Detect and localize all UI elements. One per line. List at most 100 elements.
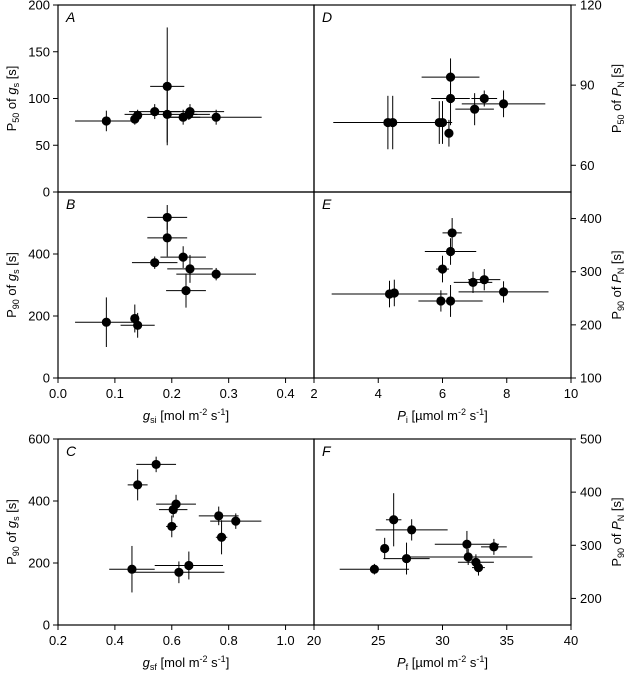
panel-B-marker [178, 252, 188, 262]
panel-E-ytick-label: 400 [580, 211, 602, 226]
panel-B-marker [181, 285, 191, 296]
panel-A-marker [133, 110, 143, 120]
panel-F-point [383, 542, 430, 575]
panel-A: A 0 50 100 150 200 P50 of gs [s] [4, 0, 315, 200]
panel-E-xtick-label: 8 [503, 386, 510, 401]
panel-E-marker [389, 288, 399, 298]
panel-D-point [431, 71, 470, 126]
panel-E-point [389, 279, 399, 307]
panel-B-xlabel: gsi [mol m-2 s-1] [143, 407, 229, 425]
panel-F-point [434, 530, 500, 558]
panel-F-marker [463, 552, 473, 562]
panel-C-marker [184, 560, 194, 571]
panel-C-marker [214, 511, 224, 521]
panel-E-point [331, 280, 448, 308]
panel-E-point [468, 269, 501, 291]
panel-C-point [133, 561, 225, 584]
panel-C-point [215, 520, 228, 555]
panel-D-ylabel: P50 of PN [s] [609, 64, 626, 133]
panel-B-point [131, 256, 178, 269]
panel-B-marker [162, 212, 172, 223]
panel-E-point [458, 281, 549, 303]
panel-F-xtick-label: 40 [564, 633, 578, 648]
panel-B-xtick-label: 0.0 [49, 386, 67, 401]
panel-C-xtick-label: 1.0 [277, 633, 295, 648]
panel-B-marker [211, 269, 221, 279]
panel-D-point [444, 119, 454, 147]
panel-F-xtick-label: 25 [371, 633, 385, 648]
panel-F-marker [369, 564, 379, 574]
panel-C-frame [57, 438, 315, 626]
panel-F-marker [380, 543, 390, 554]
panel-F-ytick-label: 300 [580, 538, 602, 553]
panel-A-label: A [65, 9, 75, 25]
panel-A-ytick-label: 0 [43, 185, 50, 200]
panel-B-ytick-label: 400 [28, 247, 50, 262]
panel-F: F 200 300 400 500 P90 of PN [s] 20 25 30 35 40 Pf [… [307, 432, 626, 673]
panel-F-marker [489, 542, 499, 552]
panel-C-point [156, 494, 196, 514]
panel-D-ytick-label: 120 [580, 0, 602, 13]
panel-A-point [155, 104, 225, 120]
panel-C-ytick-label: 400 [28, 494, 50, 509]
panel-A-ytick-label: 200 [28, 0, 50, 13]
panel-A-ylabel: P50 of gs [s] [4, 66, 21, 132]
panel-F-marker [401, 553, 412, 564]
panel-F-xlabel: Pf [µmol m-2 s-1] [397, 654, 488, 672]
panel-E-xtick-label: 4 [375, 386, 382, 401]
panel-F-ytick-label: 500 [580, 432, 602, 447]
panel-C-marker [174, 567, 184, 577]
panel-B-ytick-label: 200 [28, 309, 50, 324]
panel-E-xtick-label: 6 [439, 386, 446, 401]
panel-C-marker [133, 480, 143, 490]
panel-C-marker [171, 499, 181, 509]
panel-E-point [418, 285, 483, 317]
panel-D-marker [445, 93, 456, 104]
panel-F-ytick-label: 400 [580, 485, 602, 500]
panel-B-xtick-label: 0.2 [163, 386, 181, 401]
panel-D-marker [498, 99, 509, 109]
panel-D-ytick-label: 60 [580, 158, 594, 173]
panel-D-point [333, 95, 443, 150]
panel-C-ytick-label: 0 [43, 618, 50, 633]
panel-E-xlabel: Pi [µmol m-2 s-1] [397, 407, 488, 425]
panel-A-ytick-label: 150 [28, 44, 50, 59]
panel-E: E 100 200 300 400 P90 of PN [s] 2 4 6 8 10 Pi [µmol… [310, 191, 626, 425]
panel-E-point [436, 255, 449, 283]
panel-B: B 0 200 400 P90 of gs [s] 0.0 0.1 0.2 0.3 0.4 gsi … [4, 191, 315, 425]
panel-E-marker [445, 296, 456, 306]
panel-C-marker [216, 532, 227, 542]
panel-A-marker [101, 116, 111, 126]
panel-B-marker [101, 317, 111, 327]
panel-B-point [166, 273, 206, 308]
panel-E-xtick-label: 10 [564, 386, 578, 401]
panel-C-point [127, 469, 148, 501]
panel-F-marker [389, 515, 399, 525]
panel-D: D 60 90 120 P50 of PN [s] [313, 0, 626, 193]
panel-C-xtick-label: 0.4 [106, 633, 124, 648]
panel-E-marker [479, 275, 489, 285]
panel-E-point [424, 238, 477, 265]
panel-C: C 0 200 400 600 P90 of gs [s] 0.2 0.4 0.6 0.8 1.0 g… [4, 432, 315, 672]
panel-C-label: C [66, 443, 77, 459]
panel-A-marker [162, 109, 172, 119]
panel-C-point [154, 551, 223, 580]
panel-B-xtick-label: 0.1 [106, 386, 124, 401]
panel-F-xtick-label: 20 [307, 633, 321, 648]
panel-B-ylabel: P90 of gs [s] [4, 252, 21, 318]
panel-A-point [124, 86, 210, 143]
panel-E-label: E [322, 196, 332, 212]
panel-A-ytick-label: 100 [28, 91, 50, 106]
panel-F-marker [473, 563, 484, 573]
panel-F-point [385, 493, 402, 547]
panel-C-ytick-label: 600 [28, 432, 50, 447]
panel-C-point [210, 513, 262, 529]
panel-B-xtick-label: 0.3 [220, 386, 238, 401]
panel-F-frame [313, 438, 572, 626]
panel-D-ytick-label: 90 [580, 78, 594, 93]
panel-E-frame [313, 191, 572, 379]
panel-C-point [136, 456, 177, 473]
panel-C-xtick-label: 0.2 [49, 633, 67, 648]
panel-F-xtick-label: 30 [435, 633, 449, 648]
